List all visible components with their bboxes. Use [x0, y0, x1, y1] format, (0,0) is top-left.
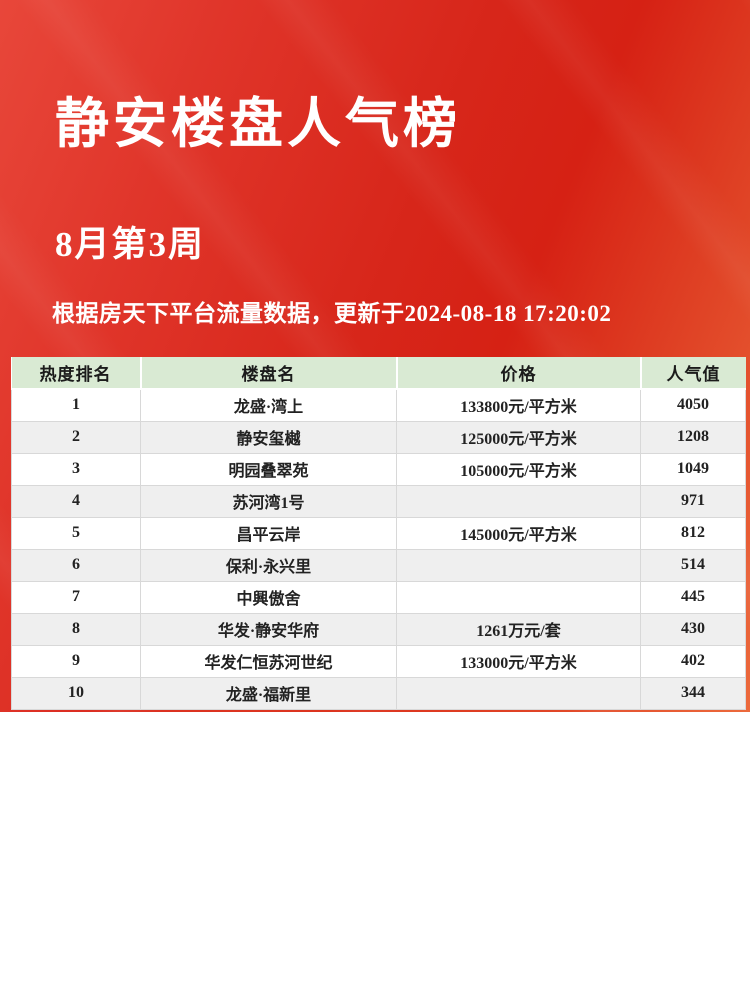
- ranking-table-container: 热度排名 楼盘名 价格 人气值 1 龙盛·湾上 133800元/平方米 4050…: [11, 357, 746, 710]
- cell-popularity: 1208: [640, 420, 746, 454]
- column-header-popularity: 人气值: [639, 357, 746, 390]
- table-row: 9 华发仁恒苏河世纪 133000元/平方米 402: [11, 644, 746, 678]
- cell-rank: 6: [11, 548, 141, 582]
- cell-popularity: 971: [640, 484, 746, 518]
- header-row: 热度排名 楼盘名 价格 人气值: [11, 357, 746, 390]
- cell-name: 苏河湾1号: [140, 484, 397, 518]
- table-row: 4 苏河湾1号 971: [11, 484, 746, 518]
- table-row: 8 华发·静安华府 1261万元/套 430: [11, 612, 746, 646]
- cell-rank: 1: [11, 388, 141, 422]
- ranking-table: 热度排名 楼盘名 价格 人气值 1 龙盛·湾上 133800元/平方米 4050…: [11, 357, 746, 710]
- table-row: 1 龙盛·湾上 133800元/平方米 4050: [11, 388, 746, 422]
- table-row: 2 静安玺樾 125000元/平方米 1208: [11, 420, 746, 454]
- column-header-rank: 热度排名: [11, 357, 142, 390]
- cell-name: 明园叠翠苑: [140, 452, 397, 486]
- cell-rank: 8: [11, 612, 141, 646]
- cell-price: [396, 676, 641, 710]
- cell-rank: 3: [11, 452, 141, 486]
- cell-price: [396, 484, 641, 518]
- table-header: 热度排名 楼盘名 价格 人气值: [11, 357, 746, 390]
- cell-name: 保利·永兴里: [140, 548, 397, 582]
- cell-popularity: 514: [640, 548, 746, 582]
- data-source-note: 根据房天下平台流量数据，更新于2024-08-18 17:20:02: [52, 301, 612, 326]
- cell-name: 龙盛·湾上: [140, 388, 397, 422]
- cell-rank: 7: [11, 580, 141, 614]
- column-header-name: 楼盘名: [139, 357, 398, 390]
- cell-name: 华发仁恒苏河世纪: [140, 644, 397, 678]
- table-row: 7 中興傲舍 445: [11, 580, 746, 614]
- cell-popularity: 344: [640, 676, 746, 710]
- cell-name: 昌平云岸: [140, 516, 397, 550]
- hero-banner: 静安楼盘人气榜 8月第3周 根据房天下平台流量数据，更新于2024-08-18 …: [0, 0, 750, 712]
- cell-popularity: 402: [640, 644, 746, 678]
- cell-price: 105000元/平方米: [396, 452, 641, 486]
- cell-name: 静安玺樾: [140, 420, 397, 454]
- table-row: 6 保利·永兴里 514: [11, 548, 746, 582]
- cell-price: 145000元/平方米: [396, 516, 641, 550]
- cell-price: 125000元/平方米: [396, 420, 641, 454]
- cell-price: 133800元/平方米: [396, 388, 641, 422]
- cell-name: 龙盛·福新里: [140, 676, 397, 710]
- page-title: 静安楼盘人气榜: [55, 94, 461, 154]
- table-row: 3 明园叠翠苑 105000元/平方米 1049: [11, 452, 746, 486]
- cell-name: 中興傲舍: [140, 580, 397, 614]
- cell-price: [396, 548, 641, 582]
- table-row: 10 龙盛·福新里 344: [11, 676, 746, 710]
- cell-rank: 9: [11, 644, 141, 678]
- table-row: 5 昌平云岸 145000元/平方米 812: [11, 516, 746, 550]
- cell-rank: 2: [11, 420, 141, 454]
- table-body: 1 龙盛·湾上 133800元/平方米 4050 2 静安玺樾 125000元/…: [11, 388, 746, 710]
- blank-footer-area: [0, 712, 750, 1000]
- cell-rank: 10: [11, 676, 141, 710]
- cell-price: 1261万元/套: [396, 612, 641, 646]
- cell-popularity: 445: [640, 580, 746, 614]
- cell-popularity: 812: [640, 516, 746, 550]
- cell-popularity: 1049: [640, 452, 746, 486]
- cell-price: 133000元/平方米: [396, 644, 641, 678]
- cell-name: 华发·静安华府: [140, 612, 397, 646]
- column-header-price: 价格: [395, 357, 642, 390]
- cell-rank: 5: [11, 516, 141, 550]
- cell-price: [396, 580, 641, 614]
- period-label: 8月第3周: [55, 225, 206, 264]
- cell-popularity: 4050: [640, 388, 746, 422]
- cell-rank: 4: [11, 484, 141, 518]
- cell-popularity: 430: [640, 612, 746, 646]
